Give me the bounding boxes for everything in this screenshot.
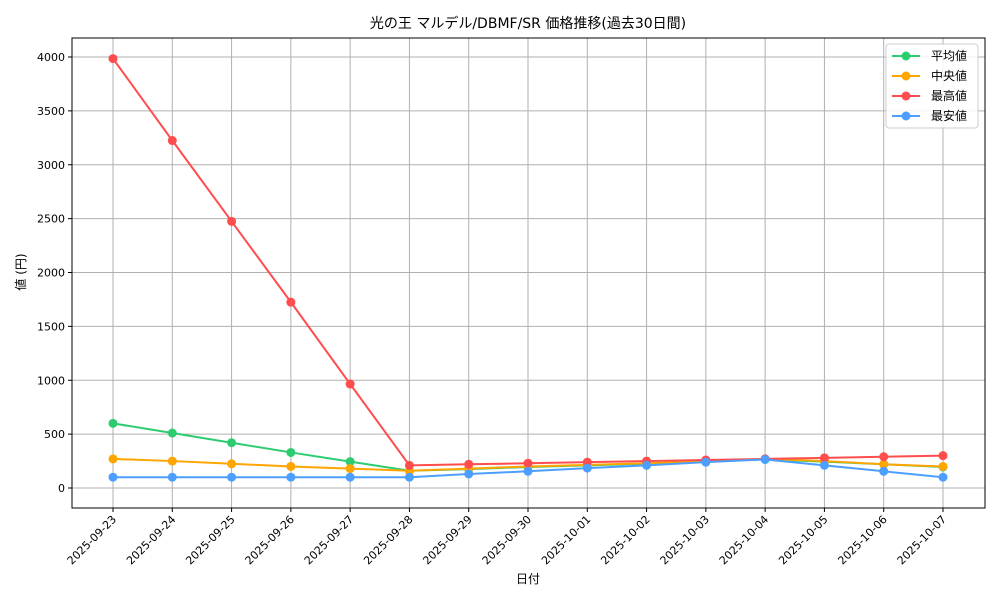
x-axis-label: 日付 <box>516 572 540 586</box>
y-tick-label: 4000 <box>37 51 65 64</box>
x-tick-label: 2025-09-23 <box>65 513 119 567</box>
data-point <box>227 438 237 448</box>
data-point <box>879 452 889 462</box>
x-tick-label: 2025-10-05 <box>776 513 830 567</box>
data-point <box>345 379 355 389</box>
x-tick-label: 2025-10-04 <box>717 513 771 567</box>
x-tick-label: 2025-10-06 <box>835 513 889 567</box>
data-point <box>701 457 711 467</box>
data-point <box>879 466 889 476</box>
grid <box>72 38 985 508</box>
x-tick-label: 2025-10-02 <box>598 513 652 567</box>
data-point <box>345 457 355 467</box>
x-tick-label: 2025-10-03 <box>658 513 712 567</box>
legend-label: 平均値 <box>931 48 967 63</box>
x-tick-label: 2025-09-24 <box>124 513 178 567</box>
data-point <box>404 460 414 470</box>
data-point <box>108 454 118 464</box>
y-axis-label: 値 (円) <box>13 253 28 290</box>
series-group <box>108 54 948 482</box>
data-point <box>286 447 296 457</box>
data-point <box>167 456 177 466</box>
y-tick-label: 500 <box>44 428 65 441</box>
y-tick-label: 2000 <box>37 267 65 280</box>
data-point <box>464 469 474 479</box>
data-point <box>760 454 770 464</box>
data-point <box>938 472 948 482</box>
data-point <box>227 459 237 469</box>
data-point <box>523 458 533 468</box>
legend-marker <box>901 71 911 81</box>
x-tick-label: 2025-09-28 <box>361 513 415 567</box>
data-point <box>345 472 355 482</box>
data-point <box>582 463 592 473</box>
data-point <box>108 418 118 428</box>
data-point <box>227 472 237 482</box>
data-point <box>167 428 177 438</box>
data-point <box>523 466 533 476</box>
data-point <box>286 297 296 307</box>
data-point <box>404 472 414 482</box>
data-point <box>819 453 829 463</box>
data-point <box>879 459 889 469</box>
legend-label: 最安値 <box>931 108 967 123</box>
data-point <box>464 459 474 469</box>
legend-marker <box>901 51 911 61</box>
x-tick-label: 2025-09-25 <box>183 513 237 567</box>
legend-marker <box>901 91 911 101</box>
y-tick-label: 3000 <box>37 159 65 172</box>
data-point <box>286 461 296 471</box>
data-point <box>108 472 118 482</box>
x-tick-label: 2025-09-26 <box>243 513 297 567</box>
data-point <box>286 472 296 482</box>
data-point <box>938 451 948 461</box>
legend-box <box>885 43 979 129</box>
x-tick-label: 2025-09-29 <box>420 513 474 567</box>
data-point <box>938 461 948 471</box>
x-tick-label: 2025-10-01 <box>539 513 593 567</box>
y-tick-label: 1500 <box>37 320 65 333</box>
data-point <box>642 460 652 470</box>
data-point <box>167 136 177 146</box>
y-tick-label: 3500 <box>37 105 65 118</box>
legend-label: 最高値 <box>931 88 967 103</box>
plot-frame <box>71 37 986 509</box>
legend-marker <box>901 111 911 121</box>
x-tick-label: 2025-09-30 <box>480 513 534 567</box>
data-point <box>345 464 355 474</box>
chart-title: 光の王 マルデル/DBMF/SR 価格推移(過去30日間) <box>370 15 686 32</box>
x-tick-label: 2025-10-07 <box>895 513 949 567</box>
x-tick-label: 2025-09-27 <box>302 513 356 567</box>
data-point <box>227 216 237 226</box>
data-point <box>108 54 118 64</box>
data-point <box>819 460 829 470</box>
y-tick-label: 2500 <box>37 213 65 226</box>
y-tick-label: 1000 <box>37 374 65 387</box>
y-tick-label: 0 <box>58 482 65 495</box>
legend-label: 中央値 <box>931 68 967 83</box>
data-point <box>167 472 177 482</box>
